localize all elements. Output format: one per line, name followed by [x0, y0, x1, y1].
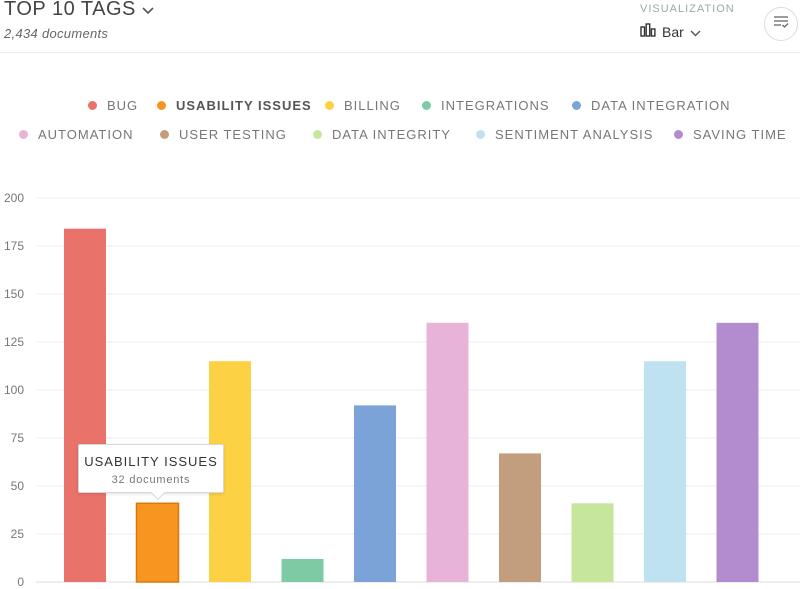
- legend-label: DATA INTEGRATION: [591, 98, 731, 113]
- y-tick-label: 125: [4, 335, 24, 349]
- bar-user-testing[interactable]: [499, 453, 541, 582]
- legend-label: BILLING: [344, 98, 401, 113]
- legend-dot: [19, 130, 28, 139]
- document-count: 2,434 documents: [4, 26, 109, 41]
- tooltip-title: USABILITY ISSUES: [84, 454, 218, 469]
- legend-item-data-integrity[interactable]: DATA INTEGRITY: [313, 127, 451, 142]
- filter-menu-button[interactable]: [764, 7, 798, 41]
- legend-item-saving-time[interactable]: SAVING TIME: [674, 127, 787, 142]
- legend-dot: [313, 130, 322, 139]
- chevron-down-icon: [690, 24, 701, 40]
- legend-dot: [88, 101, 97, 110]
- tooltip-count: 32 documents: [111, 474, 191, 486]
- legend-item-billing[interactable]: BILLING: [325, 98, 401, 113]
- legend-item-sentiment-analysis[interactable]: SENTIMENT ANALYSIS: [476, 127, 653, 142]
- bar-sentiment-analysis[interactable]: [644, 361, 686, 582]
- legend-item-user-testing[interactable]: USER TESTING: [160, 127, 287, 142]
- legend-label: INTEGRATIONS: [441, 98, 550, 113]
- legend-dot: [572, 101, 581, 110]
- bar-saving-time[interactable]: [716, 322, 759, 582]
- bar-data-integration[interactable]: [354, 405, 396, 582]
- legend-dot: [422, 101, 431, 110]
- legend-item-integrations[interactable]: INTEGRATIONS: [422, 98, 550, 113]
- bar-chart-icon: [640, 23, 656, 40]
- visualization-value: Bar: [662, 23, 684, 40]
- legend-dot: [157, 101, 166, 110]
- legend-item-usability-issues[interactable]: USABILITY ISSUES: [157, 98, 312, 113]
- y-tick-label: 150: [4, 287, 24, 301]
- bar-automation[interactable]: [426, 322, 469, 582]
- legend-dot: [160, 130, 169, 139]
- legend-label: BUG: [107, 98, 139, 113]
- page-title: TOP 10 TAGS: [4, 0, 136, 20]
- filter-list-icon: [773, 15, 789, 34]
- legend-dot: [325, 101, 334, 110]
- bar-bug[interactable]: [64, 228, 106, 582]
- y-tick-label: 75: [11, 431, 25, 445]
- legend-label: SENTIMENT ANALYSIS: [495, 127, 654, 142]
- legend-dot: [476, 130, 485, 139]
- legend-item-data-integration[interactable]: DATA INTEGRATION: [572, 98, 731, 113]
- legend-item-bug[interactable]: BUG: [88, 98, 138, 113]
- visualization-select[interactable]: Bar: [640, 23, 735, 40]
- visualization-label: VISUALIZATION: [640, 3, 735, 15]
- y-tick-label: 50: [11, 479, 25, 493]
- bar-tooltip: USABILITY ISSUES 32 documents: [78, 444, 224, 493]
- legend-item-automation[interactable]: AUTOMATION: [19, 127, 133, 142]
- legend-dot: [674, 130, 683, 139]
- bar-data-integrity[interactable]: [571, 503, 614, 582]
- chevron-down-icon: [142, 2, 154, 20]
- y-tick-label: 200: [4, 191, 24, 205]
- y-tick-label: 175: [4, 239, 24, 253]
- legend-label: SAVING TIME: [693, 127, 787, 142]
- legend-label: AUTOMATION: [38, 127, 134, 142]
- bar-usability-issues[interactable]: [135, 502, 180, 583]
- y-tick-label: 25: [11, 527, 25, 541]
- title-dropdown[interactable]: TOP 10 TAGS: [4, 0, 154, 21]
- y-tick-label: 0: [17, 575, 24, 589]
- header: TOP 10 TAGS 2,434 documents VISUALIZATIO…: [0, 0, 800, 53]
- legend-label: USER TESTING: [179, 127, 287, 142]
- bar-integrations[interactable]: [281, 559, 324, 582]
- legend-label: DATA INTEGRITY: [332, 127, 451, 142]
- bar-chart: 0 25 50 75 100 125 150 175 200: [4, 191, 800, 589]
- visualization-control: VISUALIZATION Bar: [640, 3, 735, 40]
- legend-label: USABILITY ISSUES: [176, 98, 312, 113]
- y-tick-label: 100: [4, 383, 24, 397]
